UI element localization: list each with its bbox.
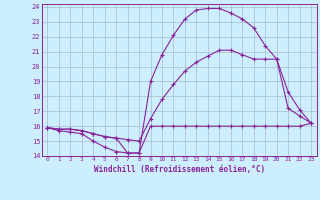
X-axis label: Windchill (Refroidissement éolien,°C): Windchill (Refroidissement éolien,°C): [94, 165, 265, 174]
